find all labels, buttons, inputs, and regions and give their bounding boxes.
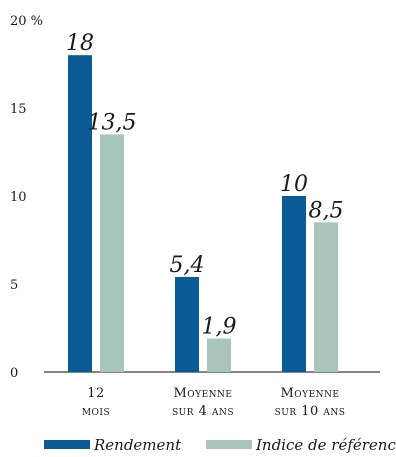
category-label-1-line-1: sur 4 ans bbox=[172, 404, 234, 419]
bar-rendement-1 bbox=[175, 276, 199, 372]
legend-label-0: Rendement bbox=[93, 436, 182, 454]
y-tick-label-1: 5 bbox=[10, 278, 18, 293]
category-label-1-line-0: Moyenne bbox=[173, 386, 232, 401]
value-label-indice-1: 1,9 bbox=[202, 315, 237, 340]
value-label-indice-0: 13,5 bbox=[88, 110, 137, 135]
legend-label-1: Indice de référence bbox=[255, 436, 396, 454]
y-tick-label-4: 20 % bbox=[10, 14, 43, 29]
category-label-2-line-1: sur 10 ans bbox=[275, 404, 346, 419]
value-label-rendement-2: 10 bbox=[280, 172, 308, 197]
bar-indice-1 bbox=[207, 338, 231, 372]
category-label-0-line-0: 12 bbox=[87, 386, 105, 401]
value-label-rendement-0: 18 bbox=[66, 31, 94, 56]
bar-indice-0 bbox=[100, 134, 124, 372]
y-tick-label-3: 15 bbox=[10, 102, 27, 117]
bar-indice-2 bbox=[314, 222, 338, 372]
value-label-rendement-1: 5,4 bbox=[170, 253, 205, 278]
category-labels: 12 mois Moyenne sur 4 ans Moyenne sur 10 ans bbox=[82, 386, 346, 419]
bar-rendement-2 bbox=[282, 196, 306, 372]
y-tick-label-0: 0 bbox=[10, 366, 18, 381]
category-label-0-line-1: mois bbox=[82, 404, 110, 419]
legend: Rendement Indice de référence bbox=[44, 436, 396, 454]
category-label-2-line-0: Moyenne bbox=[280, 386, 339, 401]
value-label-indice-2: 8,5 bbox=[309, 198, 344, 223]
legend-swatch-0 bbox=[44, 440, 90, 449]
bars-group: 18 5,4 10 13,5 1,9 8,5 bbox=[66, 31, 344, 372]
legend-swatch-1 bbox=[206, 440, 252, 449]
bar-rendement-0 bbox=[68, 55, 92, 372]
y-tick-label-2: 10 bbox=[10, 190, 27, 205]
y-axis-ticks: 0 5 10 15 20 % bbox=[10, 14, 43, 381]
